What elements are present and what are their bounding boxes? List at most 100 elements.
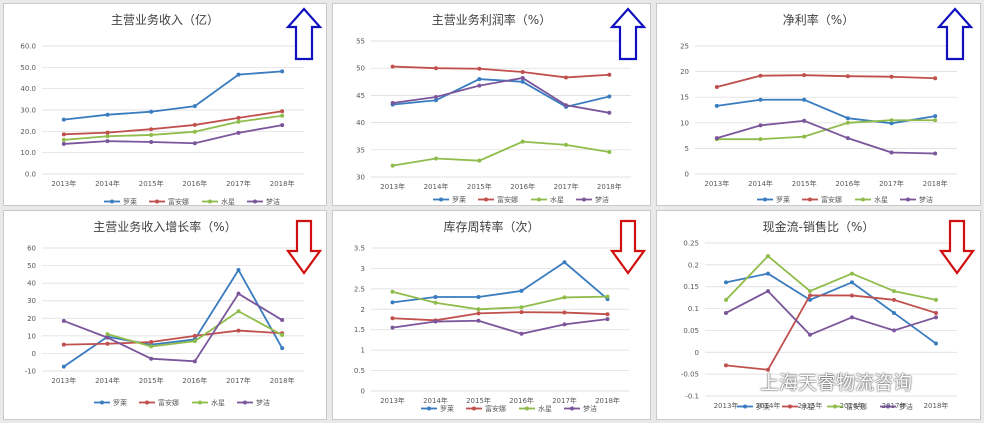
data-point xyxy=(766,254,770,259)
data-point xyxy=(724,363,728,368)
legend-item: 水星 xyxy=(855,195,888,204)
y-tick-label: 50 xyxy=(27,262,36,270)
wechat-icon xyxy=(730,374,756,393)
x-tick-label: 2014年 xyxy=(424,182,449,191)
legend-label: 水星 xyxy=(550,195,564,204)
data-point xyxy=(562,295,567,300)
y-tick-label: 15 xyxy=(680,94,689,102)
legend-label: 罗莱 xyxy=(440,404,454,413)
legend-item: 水星 xyxy=(192,398,225,407)
x-tick-label: 2016年 xyxy=(509,396,534,405)
legend-item: 水星 xyxy=(782,402,815,411)
legend-label: 富安娜 xyxy=(485,404,506,413)
data-point xyxy=(845,136,850,141)
data-point xyxy=(605,317,610,322)
data-point xyxy=(61,364,66,369)
data-point xyxy=(889,121,894,126)
data-point xyxy=(433,300,438,305)
x-tick-label: 2014年 xyxy=(748,179,773,188)
data-point xyxy=(390,300,395,305)
data-point xyxy=(149,340,154,345)
data-point xyxy=(892,289,896,294)
data-point xyxy=(850,293,854,298)
data-point xyxy=(562,260,567,265)
data-point xyxy=(105,332,110,337)
legend-item: 富安娜 xyxy=(149,197,189,205)
y-tick-label: 0.25 xyxy=(683,240,699,248)
data-point xyxy=(236,328,241,333)
legend-label: 罗莱 xyxy=(113,398,127,407)
data-point xyxy=(758,97,763,102)
y-tick-label: 40 xyxy=(27,280,36,288)
data-point xyxy=(61,137,66,142)
chart-panel-inventory-turnover: 库存周转率（次） 0 0.5 1 1.5 2 2.5 3 3.5 2013年 2014年 2015年 2… xyxy=(332,210,651,420)
data-point xyxy=(607,94,612,99)
data-point xyxy=(892,297,896,302)
data-point xyxy=(520,79,525,84)
data-point xyxy=(236,267,241,272)
chart-title: 库存周转率（次） xyxy=(443,219,539,234)
data-point xyxy=(564,142,568,147)
data-point xyxy=(149,356,154,361)
y-tick-label: 0.05 xyxy=(683,327,699,335)
data-point xyxy=(892,310,896,315)
data-point xyxy=(476,318,481,323)
chart-svg: 主营业务收入（亿） 0.0 10.0 20.0 30.0 40.0 50.0 60.0 2013… xyxy=(20,7,323,205)
y-tick-label: 2.5 xyxy=(354,285,365,293)
data-point xyxy=(714,84,719,89)
x-tick-label: 2016年 xyxy=(182,179,207,188)
y-tick-label: 50.0 xyxy=(20,64,36,72)
y-tick-label: 30 xyxy=(27,297,36,305)
legend-label: 富安娜 xyxy=(158,398,179,407)
legend-label: 富安娜 xyxy=(168,197,189,205)
x-tick-label: 2015年 xyxy=(792,179,817,188)
y-tick-label: 0.15 xyxy=(683,283,699,291)
data-point xyxy=(236,72,241,77)
data-point xyxy=(476,307,481,312)
chart-svg: 主营业务收入增长率（%） -10 0 10 20 30 40 50 60 2013年 2014年 20… xyxy=(25,219,323,407)
data-point xyxy=(562,322,567,327)
series-line xyxy=(725,272,937,345)
data-point xyxy=(758,137,763,142)
series-line xyxy=(392,261,609,304)
data-point xyxy=(149,109,154,114)
data-point xyxy=(105,134,110,139)
y-tick-label: 1.5 xyxy=(354,326,365,334)
legend-item: 罗莱 xyxy=(421,404,454,413)
data-point xyxy=(192,359,197,364)
data-point xyxy=(889,118,894,123)
data-point xyxy=(105,341,110,346)
chart-title: 主营业务利润率（%） xyxy=(432,12,551,27)
data-point xyxy=(390,64,395,69)
data-point xyxy=(390,316,395,321)
legend-item: 富安娜 xyxy=(827,402,867,411)
legend-item: 水星 xyxy=(519,404,552,413)
x-tick-label: 2016年 xyxy=(840,401,865,410)
data-point xyxy=(280,332,285,337)
data-point xyxy=(280,109,285,114)
x-tick-label: 2013年 xyxy=(51,179,76,188)
x-tick-label: 2013年 xyxy=(380,182,405,191)
x-tick-label: 2018年 xyxy=(270,376,295,385)
data-point xyxy=(714,103,719,108)
x-tick-label: 2017年 xyxy=(226,179,251,188)
chart-panel-net-margin: 净利率（%） 0 5 10 15 20 25 2013年 2014年 2015年 2016年 2017… xyxy=(656,3,981,206)
data-point xyxy=(802,134,807,139)
data-point xyxy=(149,344,154,349)
data-point xyxy=(105,130,110,135)
legend-label: 富安娜 xyxy=(821,195,842,204)
data-point xyxy=(766,367,770,372)
legend-item: 罗莱 xyxy=(104,197,137,205)
series-line xyxy=(725,289,937,336)
y-tick-label: 10 xyxy=(27,332,36,340)
legend-item: 梦洁 xyxy=(564,404,597,413)
legend-label: 水星 xyxy=(874,195,888,204)
x-tick-label: 2017年 xyxy=(552,396,577,405)
y-tick-label: 1 xyxy=(361,347,365,355)
watermark-text: 上海天睿物流咨询 xyxy=(760,372,913,394)
data-point xyxy=(434,98,438,103)
y-tick-label: 0 xyxy=(361,388,365,396)
arrow-down-icon xyxy=(938,219,976,275)
legend-label: 梦洁 xyxy=(583,404,597,413)
data-point xyxy=(607,72,612,77)
